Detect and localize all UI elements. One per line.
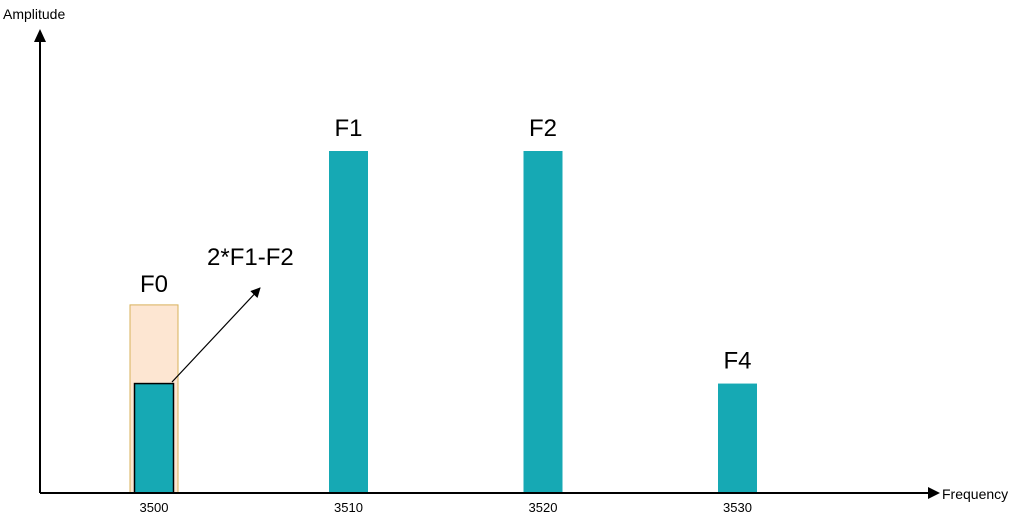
y-axis-title: Amplitude — [3, 6, 65, 22]
bar-label-f0: F0 — [140, 271, 168, 298]
x-tick-3510: 3510 — [334, 500, 363, 515]
bar-label-f4: F4 — [723, 348, 751, 375]
bar-label-f2: F2 — [529, 115, 557, 142]
x-axis-arrow — [928, 487, 940, 499]
x-tick-3530: 3530 — [723, 500, 752, 515]
x-tick-3500: 3500 — [140, 500, 169, 515]
x-tick-labels: 3500 3510 3520 3530 — [140, 500, 752, 515]
bar-labels: F0 F1 F2 F4 — [140, 115, 752, 375]
annotation-text: 2*F1-F2 — [207, 244, 294, 271]
bar-label-f1: F1 — [334, 115, 362, 142]
x-axis-title: Frequency — [942, 486, 1008, 502]
bar-f4 — [718, 383, 757, 493]
annotation-arrow — [171, 287, 261, 383]
x-tick-3520: 3520 — [529, 500, 558, 515]
bar-f2 — [523, 151, 563, 493]
bar-f1 — [329, 151, 368, 493]
bar-f0 — [133, 382, 175, 494]
y-axis-arrow — [34, 29, 46, 42]
bars-layer — [129, 151, 757, 494]
